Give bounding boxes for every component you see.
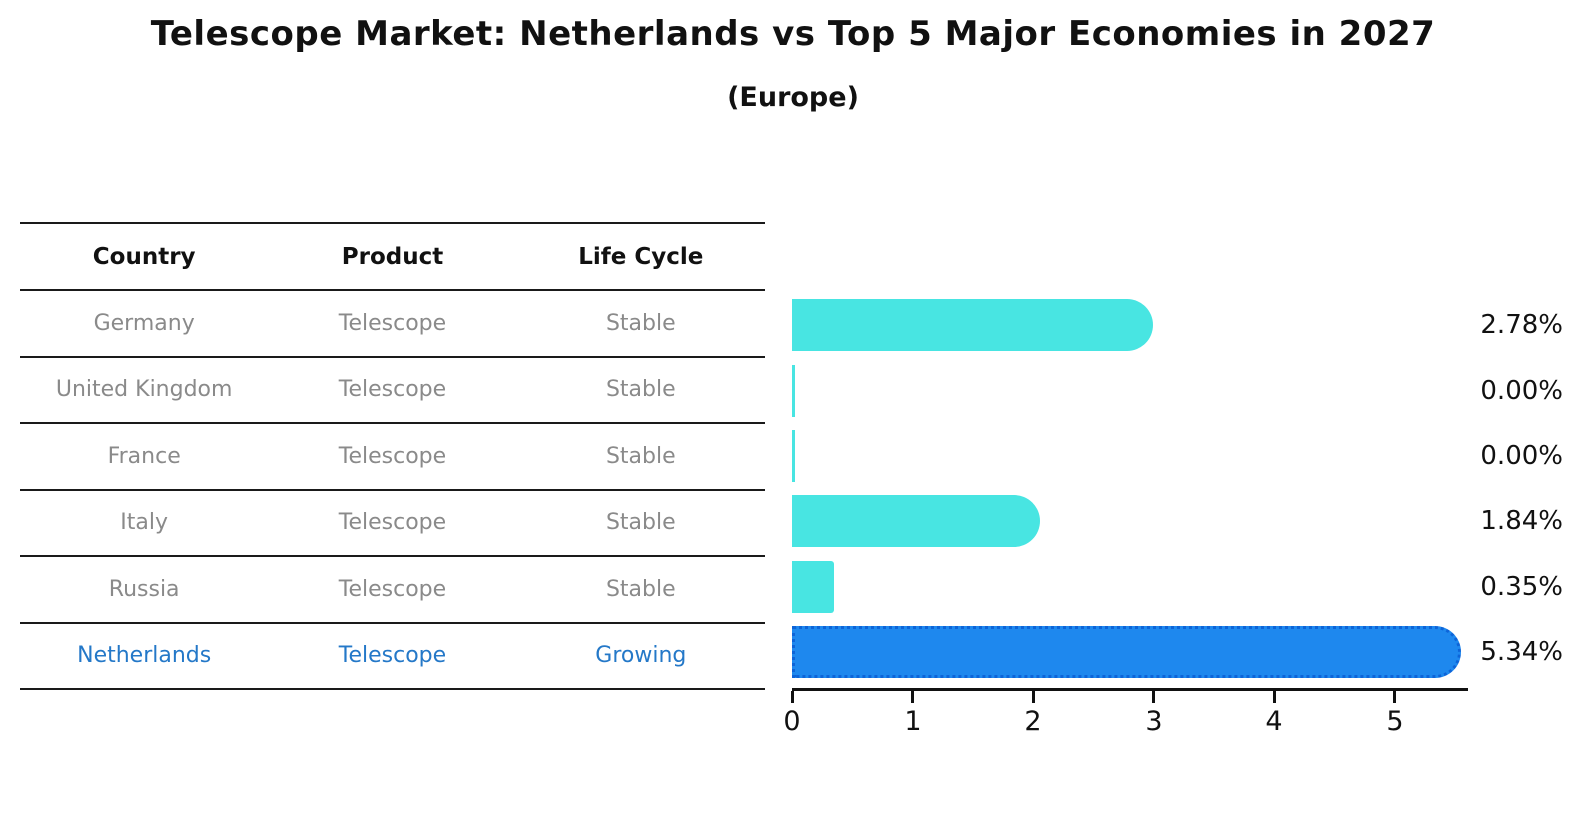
life-cycle-cell: Stable (605, 576, 676, 602)
bar-germany (792, 299, 1153, 351)
table-row: Germany Telescope Stable (20, 291, 765, 358)
bar-value-label: 0.00% (1480, 441, 1563, 471)
x-axis-tick-label: 4 (1265, 706, 1283, 737)
x-axis-tick (791, 691, 794, 703)
table-row: France Telescope Stable (20, 424, 765, 491)
bar-value-label: 1.84% (1480, 506, 1563, 536)
country-cell: Netherlands (77, 643, 212, 669)
x-axis-tick-label: 1 (904, 706, 922, 737)
x-axis-tick-label: 5 (1386, 706, 1404, 737)
life-cycle-cell: Growing (595, 643, 687, 669)
product-cell: Telescope (338, 310, 447, 336)
x-axis-tick (1032, 691, 1035, 703)
product-cell: Telescope (338, 510, 447, 536)
bar-netherlands (792, 626, 1461, 678)
x-axis-tick-label: 2 (1024, 706, 1042, 737)
bar-italy (792, 495, 1040, 547)
x-axis-tick (1152, 691, 1155, 703)
country-cell: Germany (93, 310, 195, 336)
x-axis-line (792, 688, 1468, 691)
product-cell: Telescope (338, 576, 447, 602)
table-header-row: Country Product Life Cycle (20, 224, 765, 291)
table-row: Netherlands Telescope Growing (20, 624, 765, 690)
country-cell: Italy (120, 510, 169, 536)
table-row: Italy Telescope Stable (20, 491, 765, 557)
bar-united-kingdom (792, 365, 795, 417)
product-cell: Product (341, 243, 444, 270)
life-cycle-cell: Stable (605, 510, 676, 536)
bar-russia (792, 561, 834, 613)
life-cycle-cell: Stable (605, 310, 676, 336)
country-cell: Country (92, 243, 196, 270)
table-row: Russia Telescope Stable (20, 557, 765, 624)
bar-france (792, 430, 795, 482)
x-axis-tick (911, 691, 914, 703)
life-cycle-cell: Stable (605, 443, 676, 469)
x-axis-tick (1273, 691, 1276, 703)
x-axis-tick (1393, 691, 1396, 703)
chart-subtitle: (Europe) (727, 82, 859, 113)
product-cell: Telescope (338, 643, 447, 669)
country-cell: France (107, 443, 181, 469)
x-axis-tick-label: 3 (1145, 706, 1163, 737)
bar-value-label: 0.00% (1480, 376, 1563, 406)
country-table: Country Product Life Cycle Germany Telescope… (20, 222, 765, 690)
bar-value-label: 2.78% (1480, 310, 1563, 340)
bar-value-label: 5.34% (1480, 637, 1563, 667)
product-cell: Telescope (338, 377, 447, 403)
country-cell: United Kingdom (55, 377, 233, 403)
x-axis-tick-label: 0 (783, 706, 801, 737)
life-cycle-cell: Life Cycle (578, 243, 704, 270)
country-cell: Russia (108, 576, 180, 602)
bar-value-label: 0.35% (1480, 572, 1563, 602)
chart-title: Telescope Market: Netherlands vs Top 5 M… (150, 14, 1436, 54)
life-cycle-cell: Stable (605, 377, 676, 403)
product-cell: Telescope (338, 443, 447, 469)
table-row: United Kingdom Telescope Stable (20, 358, 765, 424)
